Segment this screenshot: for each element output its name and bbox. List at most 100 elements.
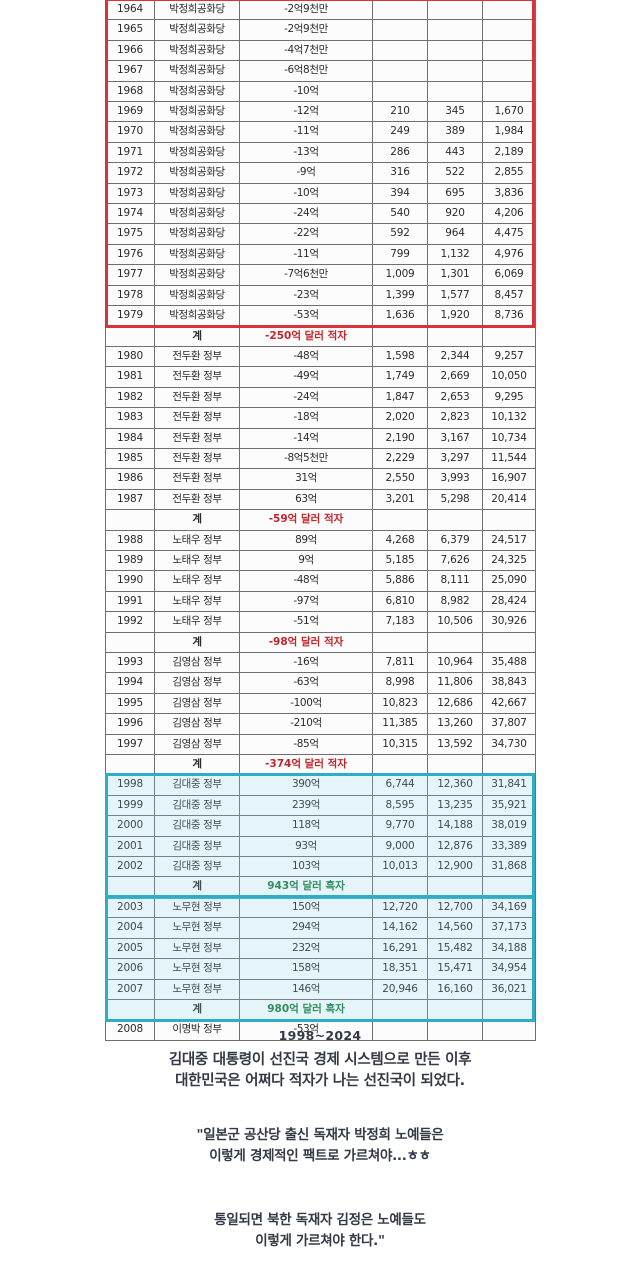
table-row: 1994 김영삼 정부 -63억 8,998 11,806 38,843 — [105, 672, 536, 694]
table-row: 2006 노무현 정부 158억 18,351 15,471 34,954 — [105, 958, 536, 980]
table-row: 1997 김영삼 정부 -85억 10,315 13,592 34,730 — [105, 733, 536, 756]
cell-n3: 37,807 — [482, 713, 536, 735]
cell-gov: 김영삼 정부 — [154, 692, 240, 715]
cell-n1: 316 — [372, 162, 428, 184]
cell-year: 2001 — [105, 835, 155, 858]
cell-bal: 943억 달러 흑자 — [239, 876, 373, 898]
cell-bal: -2억9천만 — [239, 0, 373, 21]
cell-bal: -12억 — [239, 101, 373, 123]
cell-year: 2005 — [105, 937, 155, 960]
table-row: 1987 전두환 정부 63억 3,201 5,298 20,414 — [105, 488, 536, 511]
caption-line-2: 대한민국은 어쩌다 적자가 나는 선진국이 되었다. — [175, 1073, 465, 1089]
cell-n1: 8,595 — [372, 794, 428, 817]
cell-n2: 389 — [427, 121, 483, 143]
cell-bal: 158억 — [239, 958, 373, 980]
cell-n1: 2,550 — [372, 468, 428, 490]
cell-bal: -98억 달러 적자 — [239, 631, 373, 654]
cell-gov: 김영삼 정부 — [154, 733, 240, 756]
cell-year: 1998 — [105, 774, 155, 796]
cell-bal: 103억 — [239, 856, 373, 878]
cell-n2: 13,260 — [427, 713, 483, 735]
cell-year: 1993 — [105, 651, 155, 674]
cell-year: 2007 — [105, 978, 155, 1000]
cell-bal: -63억 — [239, 672, 373, 694]
cell-n3: 3,836 — [482, 182, 536, 205]
cell-year: 1978 — [105, 284, 155, 307]
cell-n3: 8,736 — [482, 305, 536, 327]
cell-year: 1995 — [105, 692, 155, 715]
table-total-row: 계 980억 달러 흑자 — [105, 998, 536, 1021]
cell-n3: 9,295 — [482, 386, 536, 409]
fiscal-balance-table: 1964 박정희공화당 -2억9천만 1965 박정희공화당 -2억9천만 1966 박정희공… — [105, 0, 536, 1041]
table-row: 1969 박정희공화당 -12억 210 345 1,670 — [105, 101, 536, 123]
table-row: 1964 박정희공화당 -2억9천만 — [105, 0, 536, 21]
cell-gov: 노무현 정부 — [154, 937, 240, 960]
cell-n2: 13,592 — [427, 733, 483, 756]
table-row: 1996 김영삼 정부 -210억 11,385 13,260 37,807 — [105, 713, 536, 735]
cell-n2: 12,876 — [427, 835, 483, 858]
cell-year: 1969 — [105, 101, 155, 123]
cell-n1: 11,385 — [372, 713, 428, 735]
cell-n1 — [372, 631, 428, 654]
cell-n3: 35,921 — [482, 794, 536, 817]
cell-n2: 2,823 — [427, 407, 483, 429]
cell-n2: 11,806 — [427, 672, 483, 694]
cell-gov: 박정희공화당 — [154, 80, 240, 103]
cell-bal: -11억 — [239, 243, 373, 266]
table-row: 1988 노태우 정부 89억 4,268 6,379 24,517 — [105, 529, 536, 551]
cell-year: 2003 — [105, 896, 155, 919]
table-row: 1992 노태우 정부 -51억 7,183 10,506 30,926 — [105, 611, 536, 633]
caption-block-quote-part1: "일본군 공산당 출신 독재자 박정희 노예들은 이렇게 경제적인 팩트로 가르… — [0, 1125, 640, 1167]
table-total-row: 계 -98억 달러 적자 — [105, 631, 536, 654]
cell-n2: 14,560 — [427, 917, 483, 939]
cell-n3: 34,730 — [482, 733, 536, 756]
table-row: 1981 전두환 정부 -49억 1,749 2,669 10,050 — [105, 366, 536, 388]
cell-n3: 1,670 — [482, 101, 536, 123]
cell-n1 — [372, 0, 428, 21]
cell-n3 — [482, 19, 536, 41]
cell-n1 — [372, 509, 428, 531]
cell-n1: 5,886 — [372, 570, 428, 592]
cell-n3: 6,069 — [482, 264, 536, 286]
cell-n2: 12,686 — [427, 692, 483, 715]
caption-line-1: 김대중 대통령이 선진국 경제 시스템으로 만든 이후 — [168, 1052, 472, 1068]
cell-n2 — [427, 509, 483, 531]
cell-year: 1999 — [105, 794, 155, 817]
table-row: 1985 전두환 정부 -8억5천만 2,229 3,297 11,544 — [105, 447, 536, 470]
cell-n1: 210 — [372, 101, 428, 123]
cell-n2: 522 — [427, 162, 483, 184]
cell-n3: 9,257 — [482, 345, 536, 368]
cell-n2: 1,920 — [427, 305, 483, 327]
cell-gov: 김영삼 정부 — [154, 672, 240, 694]
cell-n2: 920 — [427, 203, 483, 225]
cell-bal: 239억 — [239, 794, 373, 817]
table-row: 1993 김영삼 정부 -16억 7,811 10,964 35,488 — [105, 651, 536, 674]
cell-n2 — [427, 325, 483, 347]
table-row: 2002 김대중 정부 103억 10,013 12,900 31,868 — [105, 856, 536, 878]
caption-block-primary: 1998~2024 김대중 대통령이 선진국 경제 시스템으로 만든 이후 대한… — [0, 1028, 640, 1092]
cell-bal: 294억 — [239, 917, 373, 939]
cell-year: 1983 — [105, 407, 155, 429]
quote-line-1: "일본군 공산당 출신 독재자 박정희 노예들은 — [196, 1127, 444, 1143]
cell-gov: 김대중 정부 — [154, 856, 240, 878]
cell-bal: -23억 — [239, 284, 373, 307]
cell-bal: -100억 — [239, 692, 373, 715]
cell-year: 1987 — [105, 488, 155, 511]
cell-year: 1997 — [105, 733, 155, 756]
cell-n1: 18,351 — [372, 958, 428, 980]
cell-year: 1980 — [105, 345, 155, 368]
cell-n2 — [427, 754, 483, 776]
cell-n2: 3,167 — [427, 427, 483, 449]
cell-year — [105, 631, 155, 654]
cell-bal: -9억 — [239, 162, 373, 184]
cell-n2: 2,669 — [427, 366, 483, 388]
cell-n1: 9,000 — [372, 835, 428, 858]
cell-gov: 박정희공화당 — [154, 223, 240, 245]
table-row: 1971 박정희공화당 -13억 286 443 2,189 — [105, 141, 536, 164]
table-row: 1979 박정희공화당 -53억 1,636 1,920 8,736 — [105, 305, 536, 327]
cell-n1 — [372, 876, 428, 898]
cell-gov: 계 — [154, 325, 240, 347]
table-row: 1990 노태우 정부 -48억 5,886 8,111 25,090 — [105, 570, 536, 592]
cell-bal: -13억 — [239, 141, 373, 164]
cell-n3: 2,855 — [482, 162, 536, 184]
